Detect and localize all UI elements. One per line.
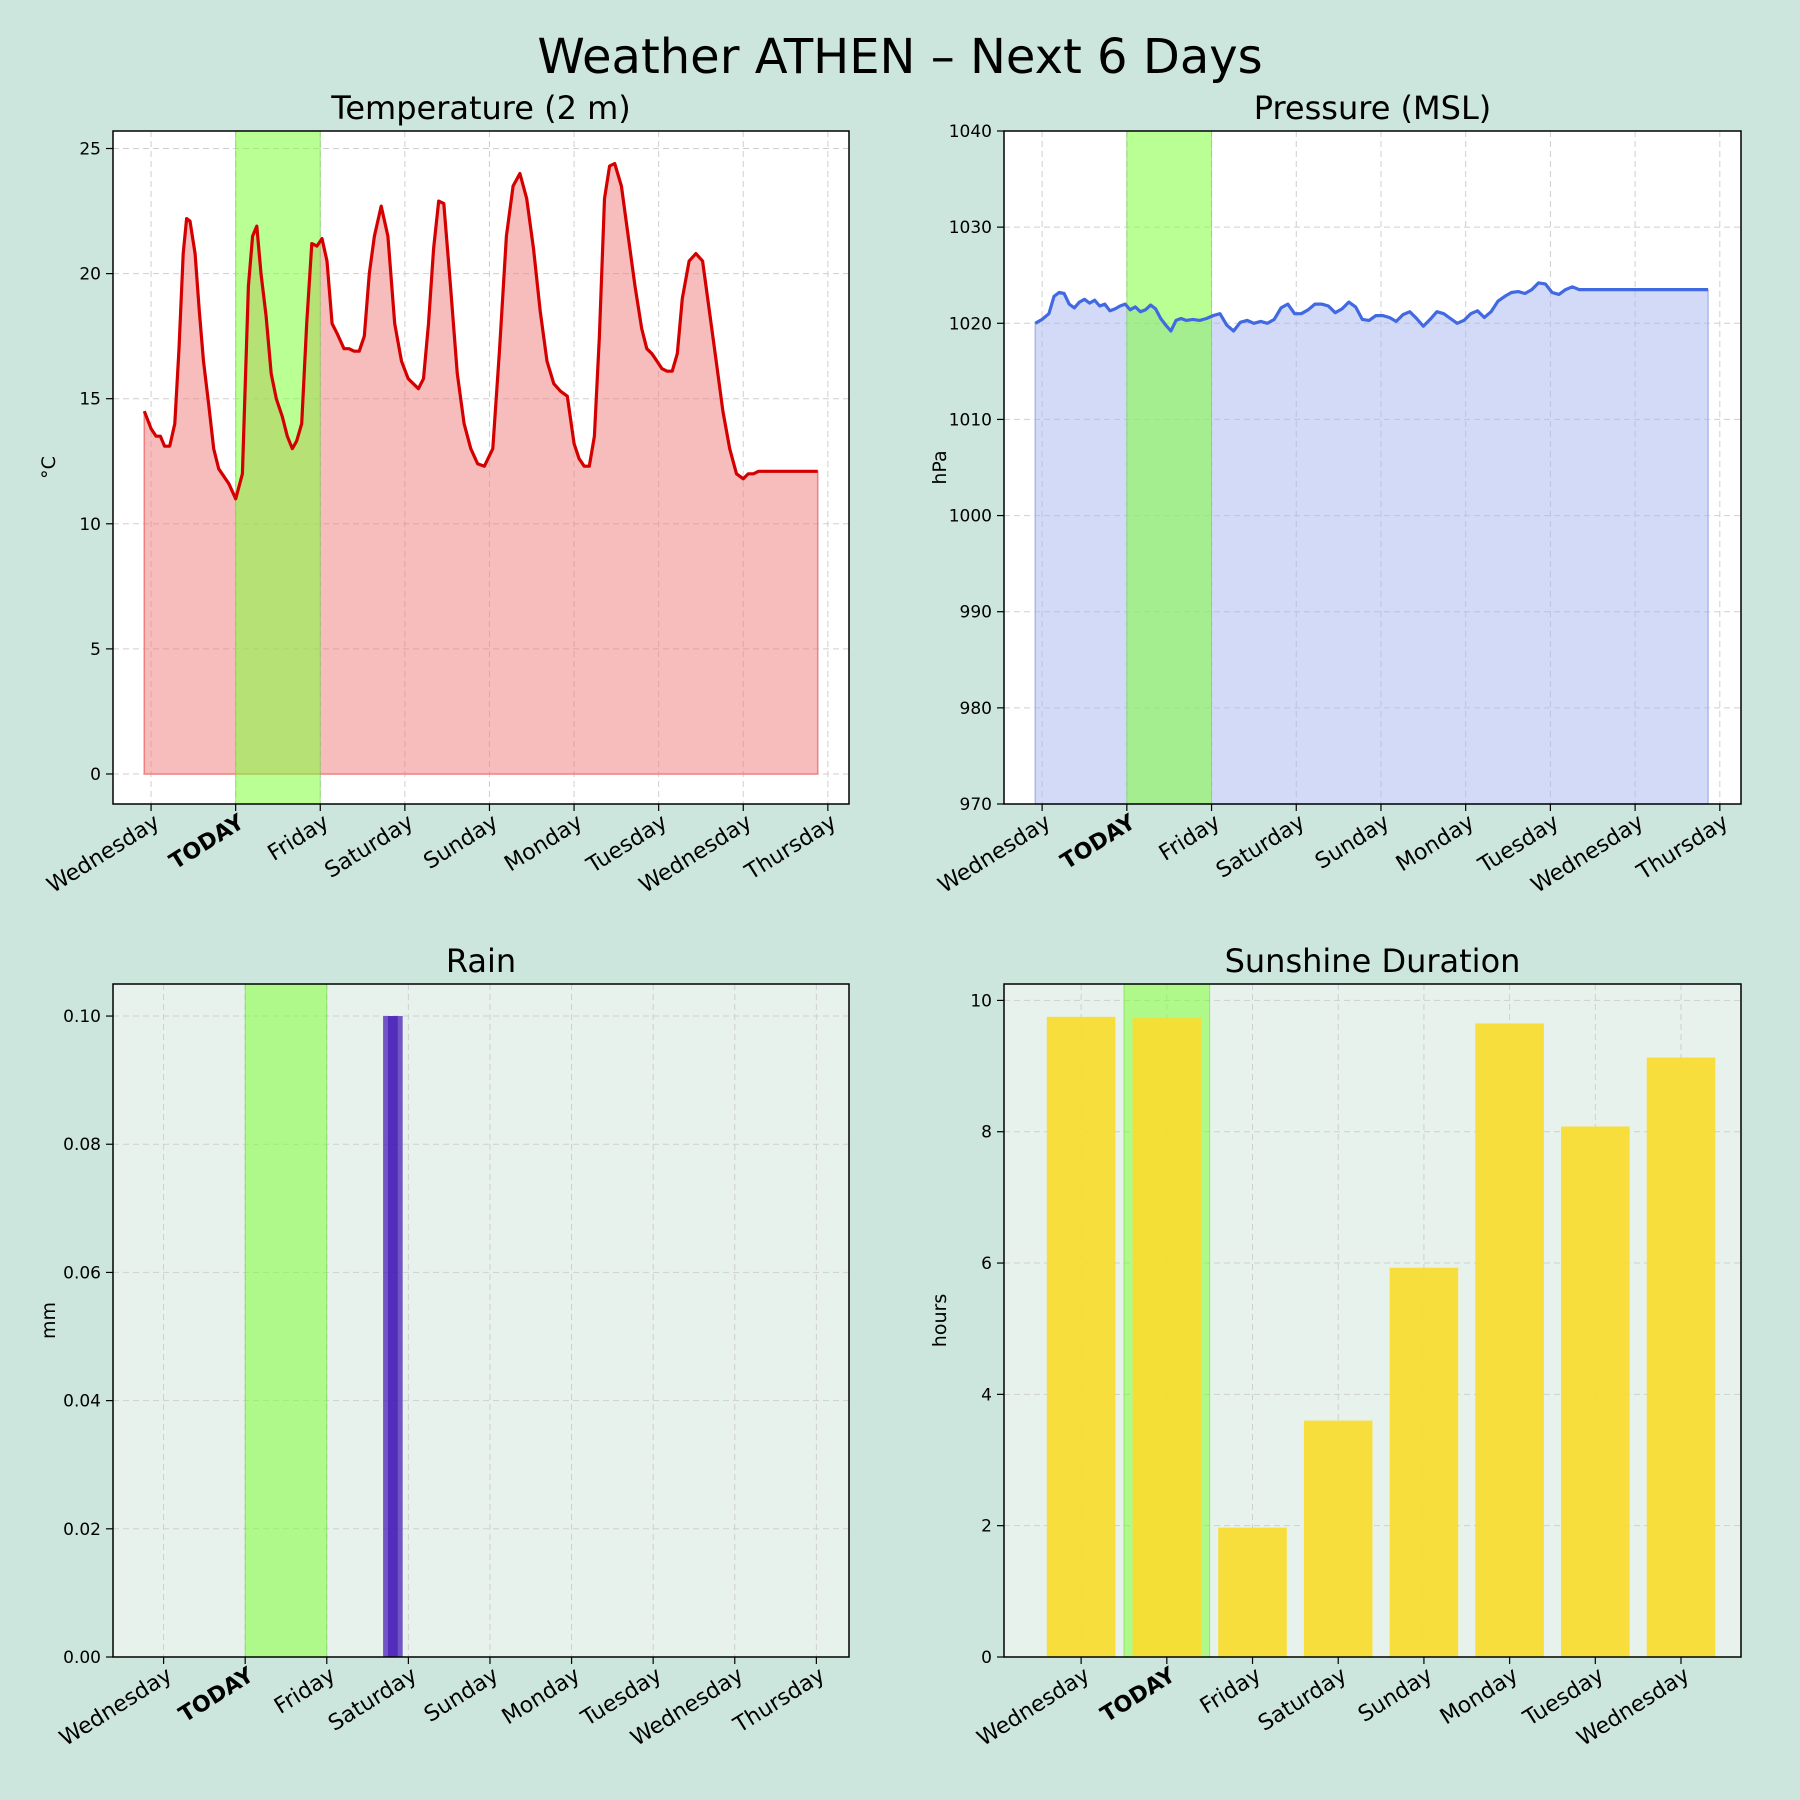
x-tick-label: Friday [270, 1663, 340, 1720]
x-tick-label-today: TODAY [1097, 1662, 1181, 1728]
x-tick-label: Thursday [740, 810, 841, 886]
x-tick-label: Monday [1436, 1663, 1523, 1730]
temperature-line [142, 161, 818, 501]
rain-marks [244, 983, 403, 1658]
pressure-y-axis-label: hPa [929, 450, 951, 484]
y-tick-label: 1040 [949, 122, 992, 142]
x-tick-label: Monday [1392, 810, 1479, 877]
y-tick-label: 0.04 [63, 1392, 101, 1412]
x-tick-label: Monday [498, 1663, 585, 1730]
x-tick-label: Thursday [1632, 810, 1733, 886]
sunshine-bar [1389, 1267, 1459, 1657]
y-tick-label: 0.02 [63, 1520, 101, 1540]
y-tick-label: 1030 [949, 218, 992, 238]
x-tick-label: Wednesday [56, 1663, 177, 1752]
x-tick-label: Friday [1196, 1663, 1266, 1720]
x-tick-label: Sunday [1311, 810, 1394, 875]
y-tick-label: 980 [960, 699, 992, 719]
sunshine-bar [1646, 1057, 1716, 1657]
x-tick-label: Friday [1155, 810, 1225, 867]
y-tick-label: 6 [981, 1254, 992, 1274]
x-tick-label: Wednesday [973, 1663, 1094, 1752]
x-tick-label: Saturday [1212, 810, 1309, 884]
y-tick-label: 25 [79, 140, 101, 160]
y-tick-label: 0.10 [63, 1007, 101, 1027]
x-tick-label: Sunday [420, 1663, 503, 1728]
y-tick-label: 1020 [949, 314, 992, 334]
pressure-today-band [1126, 130, 1213, 805]
rain-frame [112, 983, 850, 1658]
y-tick-label: 10 [79, 515, 101, 535]
y-tick-label: 4 [981, 1385, 992, 1405]
y-tick-label: 15 [79, 390, 101, 410]
rain-bar [392, 1016, 403, 1657]
x-tick-label: Monday [500, 810, 587, 877]
x-tick-label: Friday [264, 810, 334, 867]
y-tick-label: 0.06 [63, 1263, 101, 1283]
pressure-panel: 970 980 990 1000 1010 1020 1030 1040 Wednesday TO… [929, 89, 1742, 899]
rain-plot-area [113, 984, 849, 1657]
y-tick-label: 0.00 [63, 1648, 101, 1668]
sunshine-bar [1475, 1023, 1544, 1657]
y-tick-label: 8 [981, 1123, 992, 1143]
temperature-y-axis-label: °C [38, 456, 60, 479]
y-tick-label: 20 [79, 265, 101, 285]
x-tick-label: Saturday [321, 810, 418, 884]
rain-today-band [244, 983, 328, 1658]
temperature-title: Temperature (2 m) [330, 89, 631, 127]
sunshine-title: Sunshine Duration [1225, 942, 1521, 980]
rain-y-axis-label: mm [38, 1302, 60, 1339]
x-tick-label: Sunday [420, 810, 503, 875]
y-tick-label: 2 [981, 1517, 992, 1537]
x-tick-label-today: TODAY [175, 1662, 259, 1728]
y-tick-label: 0 [90, 765, 101, 785]
pressure-marks [1034, 130, 1709, 805]
sunshine-marks [1046, 983, 1716, 1658]
temperature-frame [112, 130, 850, 805]
y-tick-label: 1010 [949, 410, 992, 430]
sunshine-bar [1303, 1420, 1373, 1657]
x-tick-label: Thursday [729, 1663, 830, 1739]
pressure-frame [1003, 130, 1742, 805]
pressure-title: Pressure (MSL) [1254, 89, 1492, 127]
x-tick-label: Saturday [1254, 1663, 1351, 1737]
y-tick-label: 970 [960, 795, 992, 815]
x-tick-label-today: TODAY [165, 809, 249, 875]
x-tick-label: Wednesday [43, 810, 164, 899]
sunshine-bar [1218, 1527, 1287, 1657]
y-tick-label: 0.08 [63, 1135, 101, 1155]
x-tick-label-today: TODAY [1057, 809, 1141, 875]
y-tick-label: 5 [90, 640, 101, 660]
y-tick-label: 0 [981, 1648, 992, 1668]
sunshine-bar [1046, 1016, 1116, 1657]
x-tick-label: Wednesday [934, 810, 1055, 899]
y-tick-label: 10 [970, 991, 992, 1011]
y-tick-label: 1000 [949, 507, 992, 527]
sunshine-bar [1132, 1018, 1202, 1657]
x-tick-label: Sunday [1354, 1663, 1437, 1728]
y-tick-label: 990 [960, 603, 992, 623]
rain-title: Rain [446, 942, 516, 980]
sunshine-bar [1561, 1126, 1630, 1657]
x-tick-label: Saturday [324, 1663, 421, 1737]
sunshine-frame [1003, 983, 1742, 1658]
figure-title: Weather ATHEN – Next 6 Days [537, 29, 1262, 85]
temperature-marks [142, 130, 819, 805]
sunshine-y-axis-label: hours [929, 1294, 951, 1347]
temperature-today-band [235, 130, 321, 805]
pressure-line [1034, 281, 1708, 333]
